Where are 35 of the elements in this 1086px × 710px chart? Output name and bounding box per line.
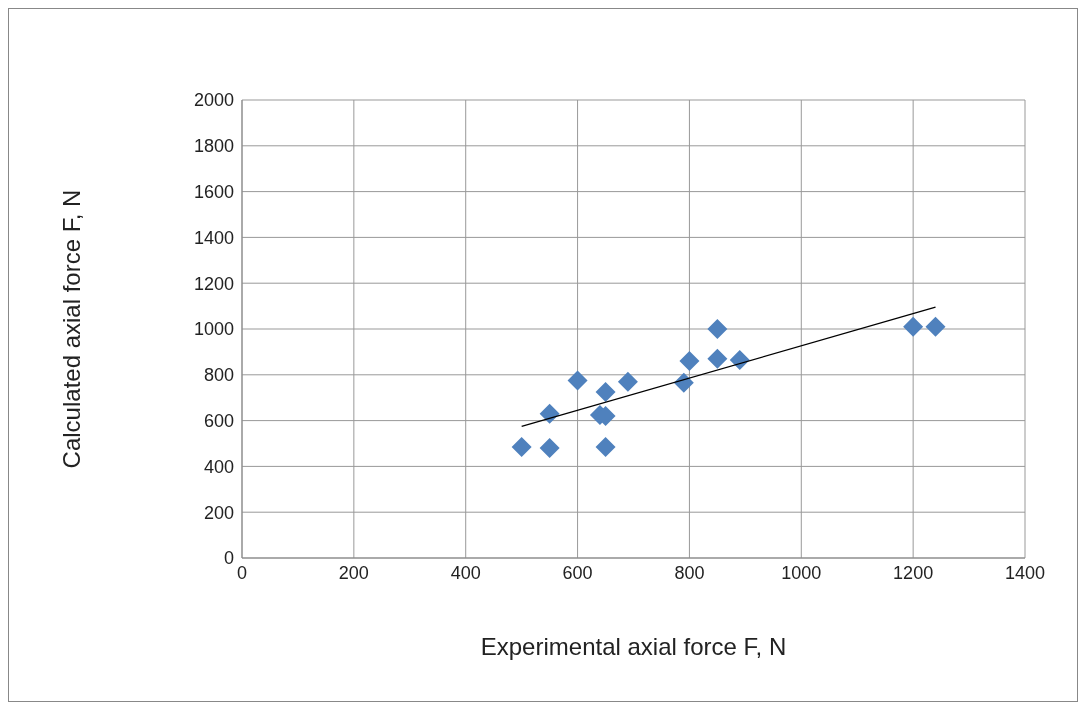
- y-tick-label: 1800: [193, 136, 234, 157]
- point: [539, 438, 560, 459]
- point: [679, 351, 700, 372]
- point: [673, 372, 694, 393]
- y-tick-label: 800: [203, 365, 234, 386]
- point: [539, 403, 560, 424]
- point: [707, 348, 728, 369]
- point: [617, 371, 638, 392]
- x-tick-label: 0: [236, 562, 248, 583]
- y-tick-label: 2000: [193, 90, 234, 111]
- x-tick-label: 1400: [1004, 562, 1046, 583]
- x-tick-label: 800: [674, 562, 705, 583]
- x-tick-label: 400: [450, 562, 481, 583]
- y-tick-label: 400: [203, 456, 234, 477]
- point: [595, 436, 616, 457]
- y-tick-label: 0: [223, 548, 234, 569]
- point: [567, 370, 588, 391]
- x-tick-label: 1200: [893, 562, 934, 583]
- x-tick-label: 1000: [781, 562, 822, 583]
- point: [511, 436, 532, 457]
- x-tick-label: 200: [338, 562, 369, 583]
- x-tick-label: 600: [562, 562, 593, 583]
- y-tick-label: 200: [203, 502, 234, 523]
- x-axis-title: Experimental axial force F, N: [480, 633, 787, 661]
- y-tick-label: 1600: [193, 181, 234, 202]
- point: [903, 316, 924, 337]
- point: [595, 381, 616, 402]
- y-tick-label: 1200: [193, 273, 234, 294]
- point: [729, 349, 750, 370]
- y-tick-label: 1000: [193, 319, 234, 340]
- y-axis-title: Calculated axial force F, N: [57, 189, 85, 469]
- y-tick-label: 1400: [193, 227, 234, 248]
- y-tick-label: 600: [203, 410, 234, 431]
- point: [925, 316, 946, 337]
- point: [707, 319, 728, 339]
